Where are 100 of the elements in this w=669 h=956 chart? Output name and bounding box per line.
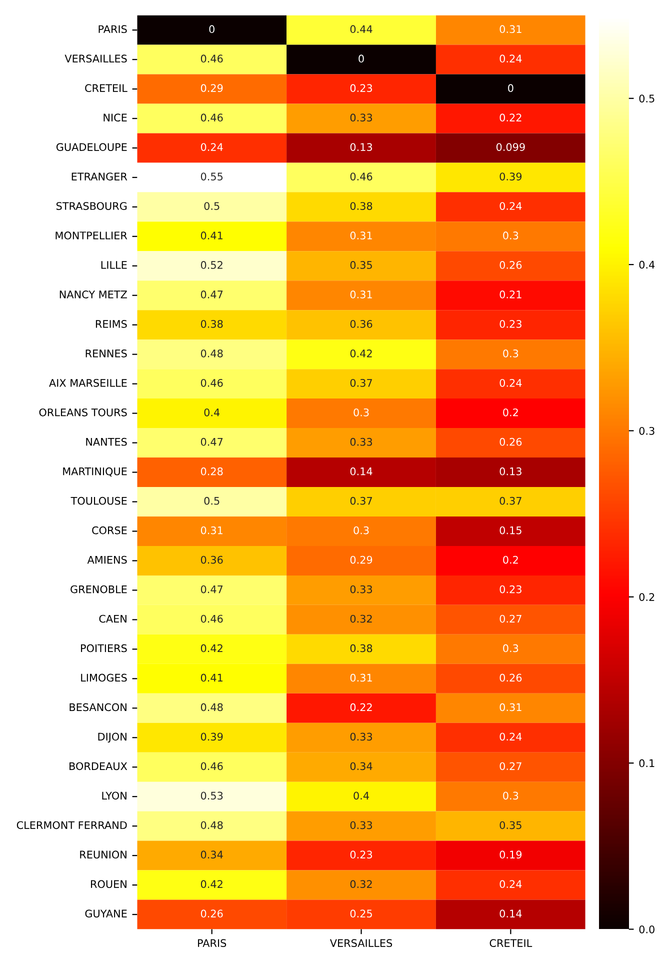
data-label: 0.47 (200, 438, 223, 446)
data-label: 0.5 (204, 496, 220, 505)
y-tick-label: CLERMONT FERRAND (16, 821, 127, 830)
color-bar-label: 0.2 (639, 593, 654, 601)
data-label: 0.27 (500, 762, 522, 770)
data-label: 0.42 (350, 349, 372, 358)
data-label: 0.29 (350, 556, 372, 564)
data-label: 0.39 (200, 732, 223, 741)
data-label: 0.23 (350, 84, 372, 92)
y-tick-label: DIJON (98, 732, 126, 743)
data-label: 0.33 (350, 732, 372, 741)
data-label: 0.39 (500, 172, 522, 180)
data-label: 0 (209, 25, 214, 34)
data-label: 0.3 (354, 526, 369, 534)
x-tick-label: PARIS (198, 939, 226, 948)
y-tick-label: ORLEANS TOURS (39, 408, 127, 416)
data-label: 0 (508, 84, 514, 92)
y-tick-label: AMIENS (87, 556, 127, 564)
y-tick-label: GRENOBLE (70, 585, 127, 594)
color-bar-label: 0.0 (639, 925, 654, 934)
color-bar-label: 0.3 (639, 426, 654, 435)
color-bar-label: 0.1 (639, 759, 654, 768)
y-tick-label: POITIERS (81, 644, 127, 652)
x-tick-label: VERSAILLES (330, 939, 392, 948)
data-label: 0.3 (503, 349, 518, 358)
y-tick-label: CRETEIL (85, 84, 128, 92)
data-label: 0.46 (200, 114, 223, 122)
y-tick-label: BESANCON (70, 703, 126, 712)
data-label: 0.38 (350, 644, 372, 652)
data-label: 0.34 (200, 850, 223, 859)
data-label: 0.5 (204, 202, 220, 210)
data-label: 0.55 (200, 172, 223, 180)
y-tick-label: MONTPELLIER (56, 232, 128, 240)
data-label: 0.14 (350, 467, 372, 476)
data-label: 0.31 (350, 232, 372, 240)
data-label: 0.21 (500, 290, 522, 298)
data-label: 0.46 (200, 54, 223, 63)
data-label: 0.23 (350, 850, 372, 859)
y-tick-label: LYON (102, 792, 126, 800)
data-label: 0.41 (200, 232, 222, 240)
data-label: 0.13 (500, 467, 522, 476)
data-label: 0.3 (503, 792, 518, 800)
y-tick-label: ETRANGER (72, 172, 128, 180)
data-label: 0.29 (200, 84, 223, 92)
data-label: 0.24 (500, 732, 522, 741)
data-label: 0.46 (200, 614, 223, 623)
data-label: 0.31 (200, 526, 222, 534)
data-label: 0.32 (350, 880, 372, 888)
data-label: 0.26 (500, 674, 522, 682)
y-tick-label: CORSE (92, 526, 127, 534)
data-label: 0 (358, 54, 364, 63)
data-label: 0.4 (204, 408, 220, 416)
y-tick-label: STRASBOURG (56, 202, 127, 210)
data-label: 0.48 (200, 349, 223, 358)
y-tick-label: LILLE (101, 261, 127, 269)
data-label: 0.23 (500, 585, 522, 594)
data-label: 0.14 (500, 910, 522, 918)
data-label: 0.3 (354, 408, 369, 416)
data-label: 0.23 (500, 320, 522, 328)
data-label: 0.22 (350, 703, 372, 712)
data-label: 0.52 (200, 261, 222, 269)
data-label: 0.15 (500, 526, 522, 534)
data-label: 0.26 (200, 910, 223, 918)
y-tick-label: REIMS (96, 320, 127, 328)
y-tick-label: TOULOUSE (70, 496, 127, 505)
data-label: 0.28 (200, 467, 223, 476)
color-bar-label: 0.4 (639, 260, 655, 269)
data-label: 0.31 (350, 290, 372, 298)
y-tick-label: ROUEN (91, 880, 126, 888)
data-label: 0.31 (500, 703, 522, 712)
y-tick-label: NANTES (86, 438, 127, 446)
data-label: 0.19 (500, 850, 522, 859)
y-tick-label: CAEN (99, 614, 126, 623)
y-tick-label: GUYANE (85, 910, 127, 918)
data-label: 0.24 (500, 880, 522, 888)
data-label: 0.46 (200, 762, 223, 770)
data-label: 0.33 (350, 821, 372, 830)
data-label: 0.26 (500, 438, 522, 446)
data-label: 0.24 (200, 143, 223, 151)
data-label: 0.35 (350, 261, 372, 269)
data-label: 0.38 (350, 202, 372, 210)
x-tick-label: CRETEIL (490, 939, 532, 948)
data-label: 0.46 (350, 172, 372, 180)
data-label: 0.34 (350, 762, 372, 770)
data-label: 0.48 (200, 821, 223, 830)
data-label: 0.42 (200, 880, 222, 888)
data-label: 0.13 (350, 143, 372, 151)
y-tick-label: NANCY METZ (60, 290, 127, 298)
data-label: 0.37 (500, 496, 522, 505)
y-tick-label: LIMOGES (81, 674, 127, 682)
data-label: 0.35 (500, 821, 522, 830)
data-label: 0.53 (200, 792, 223, 800)
data-label: 0.37 (350, 378, 372, 387)
data-label: 0.32 (350, 614, 372, 623)
y-tick-label: VERSAILLES (64, 54, 127, 63)
y-tick-label: NICE (104, 114, 127, 122)
data-label: 0.37 (350, 496, 372, 505)
data-label: 0.2 (503, 408, 518, 416)
data-label: 0.44 (350, 25, 372, 34)
y-tick-label: PARIS (98, 25, 127, 34)
